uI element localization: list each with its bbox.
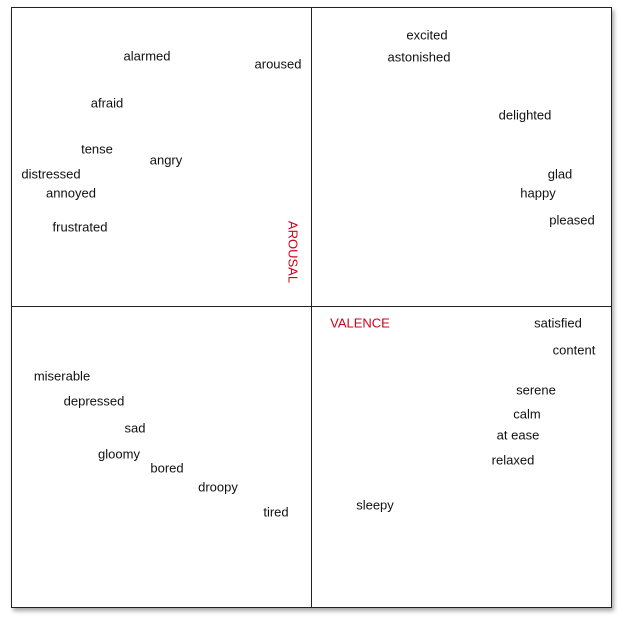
word-tense: tense: [81, 141, 113, 157]
valence-axis-line: [12, 306, 611, 307]
word-delighted: delighted: [498, 107, 552, 123]
word-angry: angry: [149, 152, 183, 168]
word-droopy: droopy: [198, 479, 238, 495]
word-alarmed: alarmed: [123, 48, 171, 64]
word-depressed: depressed: [63, 393, 125, 409]
valence-axis-label: VALENCE: [330, 315, 390, 331]
word-satisfied: satisfied: [534, 315, 582, 331]
word-sad: sad: [124, 420, 146, 436]
word-relaxed: relaxed: [491, 452, 535, 468]
word-glad: glad: [547, 166, 573, 182]
word-gloomy: gloomy: [98, 446, 140, 462]
word-serene: serene: [516, 382, 556, 398]
word-annoyed: annoyed: [46, 185, 96, 201]
word-astonished: astonished: [387, 49, 451, 65]
word-frustrated: frustrated: [52, 219, 108, 235]
word-tired: tired: [263, 504, 289, 520]
word-aroused: aroused: [254, 56, 302, 72]
word-sleepy: sleepy: [356, 497, 394, 513]
word-afraid: afraid: [90, 95, 124, 111]
word-distressed: distressed: [21, 166, 81, 182]
word-happy: happy: [520, 185, 556, 201]
arousal-axis-line: [311, 8, 312, 607]
word-content: content: [552, 342, 596, 358]
word-pleased: pleased: [549, 212, 595, 228]
word-excited: excited: [406, 27, 448, 43]
word-calm: calm: [513, 406, 541, 422]
word-bored: bored: [150, 460, 184, 476]
word-miserable: miserable: [33, 368, 91, 384]
arousal-axis-label: AROUSAL: [285, 220, 301, 284]
word-at-ease: at ease: [496, 427, 540, 443]
